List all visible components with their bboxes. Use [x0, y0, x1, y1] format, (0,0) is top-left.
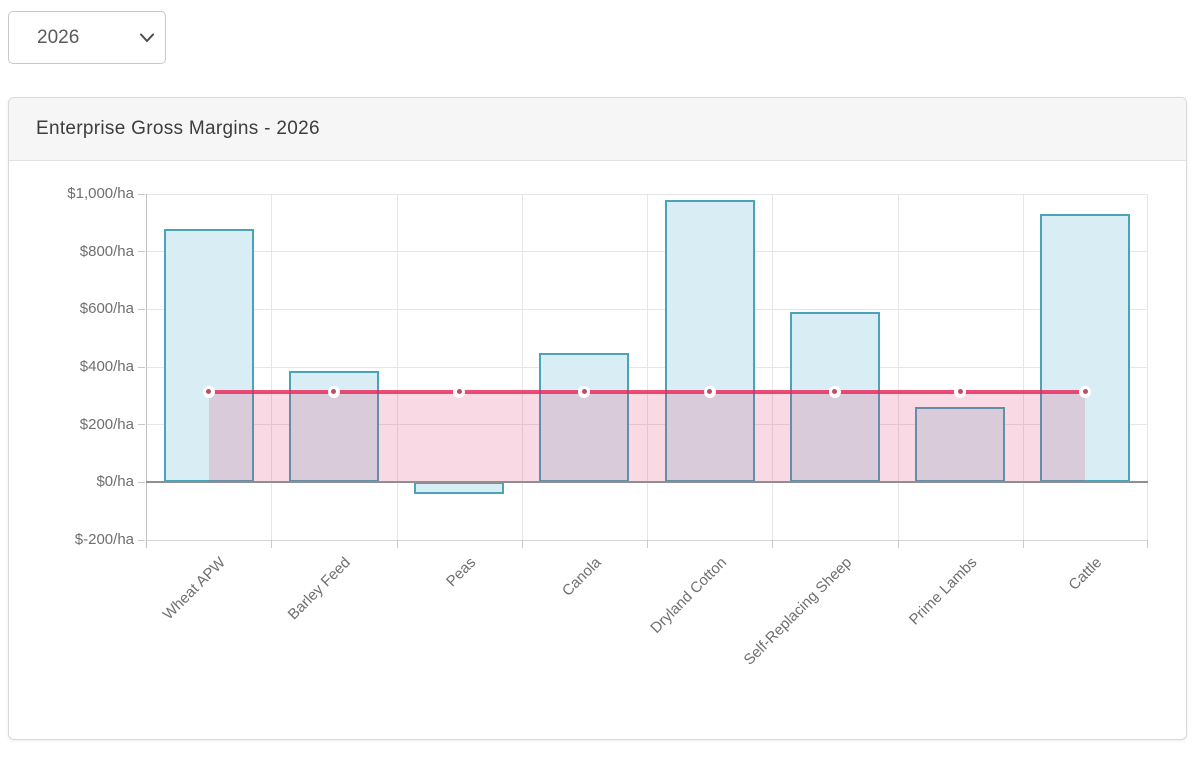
gross-margins-card: Enterprise Gross Margins - 2026 $1,000/h… — [8, 97, 1187, 740]
x-tick-label: Peas — [442, 554, 480, 591]
gridline-vertical — [897, 194, 899, 540]
y-tick-label: $400/ha — [79, 358, 134, 375]
year-picker: 2026 — [8, 11, 166, 64]
bar-canola[interactable] — [539, 352, 630, 483]
x-tick-label: Canola — [558, 554, 605, 600]
line-area-fill — [208, 391, 1086, 483]
bar-prime-lambs[interactable] — [915, 407, 1006, 483]
x-axis-tick — [772, 540, 774, 548]
x-tick-label: Prime Lambs — [905, 554, 981, 629]
gridline-vertical — [271, 194, 273, 540]
x-axis-tick — [897, 540, 899, 548]
card-header: Enterprise Gross Margins - 2026 — [9, 98, 1186, 161]
y-axis-tick — [138, 251, 145, 253]
x-axis-tick — [396, 540, 398, 548]
y-axis-tick — [138, 366, 145, 368]
x-axis-tick — [1147, 540, 1148, 548]
x-axis-tick — [1022, 540, 1024, 548]
gridline-vertical — [1022, 194, 1024, 540]
gridline-vertical — [647, 194, 648, 540]
y-tick-label: $-200/ha — [74, 531, 134, 548]
line-point-dryland-cotton[interactable] — [703, 385, 716, 398]
y-axis-tick — [138, 308, 145, 310]
y-axis-tick — [138, 481, 145, 483]
year-select[interactable]: 2026 — [8, 11, 166, 64]
y-tick-label: $800/ha — [79, 242, 134, 260]
line-point-cattle[interactable] — [1079, 385, 1092, 398]
x-axis-tick — [647, 540, 648, 548]
y-axis-tick — [138, 424, 145, 426]
x-axis-tick — [521, 540, 523, 548]
gridline-vertical — [1147, 194, 1148, 540]
x-tick-label: Dryland Cotton — [646, 554, 730, 637]
zero-axis-line — [146, 481, 1148, 484]
line-point-self-replacing-sheep[interactable] — [828, 385, 841, 398]
x-tick-label: Cattle — [1065, 554, 1106, 594]
x-tick-label: Wheat APW — [159, 554, 229, 624]
x-tick-label: Barley Feed — [284, 554, 354, 624]
chart-title: Enterprise Gross Margins - 2026 — [36, 118, 320, 139]
y-tick-label: $1,000/ha — [67, 185, 134, 202]
x-tick-label: Self-Replacing Sheep — [740, 554, 855, 669]
y-tick-label: $200/ha — [79, 415, 134, 433]
gridline-vertical — [772, 194, 774, 540]
line-point-prime-lambs[interactable] — [954, 385, 967, 398]
y-tick-label: $0/ha — [96, 473, 134, 491]
y-axis-tick — [138, 193, 145, 195]
average-line — [208, 389, 1086, 394]
bar-cattle[interactable] — [1040, 214, 1131, 483]
line-point-canola[interactable] — [578, 385, 591, 398]
line-point-barley-feed[interactable] — [327, 385, 340, 398]
gridline-vertical — [396, 194, 398, 540]
gridline-vertical — [521, 194, 523, 540]
bar-wheat-apw[interactable] — [163, 228, 254, 483]
chart-plot-area: $1,000/ha $800/ha $600/ha $400/ha $200/ha $0/… — [67, 185, 1148, 669]
bar-peas[interactable] — [414, 482, 505, 494]
line-point-peas[interactable] — [453, 385, 466, 398]
y-axis-tick — [138, 539, 145, 541]
line-point-wheat-apw[interactable] — [202, 385, 215, 398]
chart-area: $1,000/ha $800/ha $600/ha $400/ha $200/ha $0/… — [9, 161, 1186, 739]
y-axis-line — [146, 194, 147, 548]
x-axis-tick — [271, 540, 273, 548]
bar-dryland-cotton[interactable] — [664, 199, 755, 483]
y-tick-label: $600/ha — [79, 300, 134, 318]
